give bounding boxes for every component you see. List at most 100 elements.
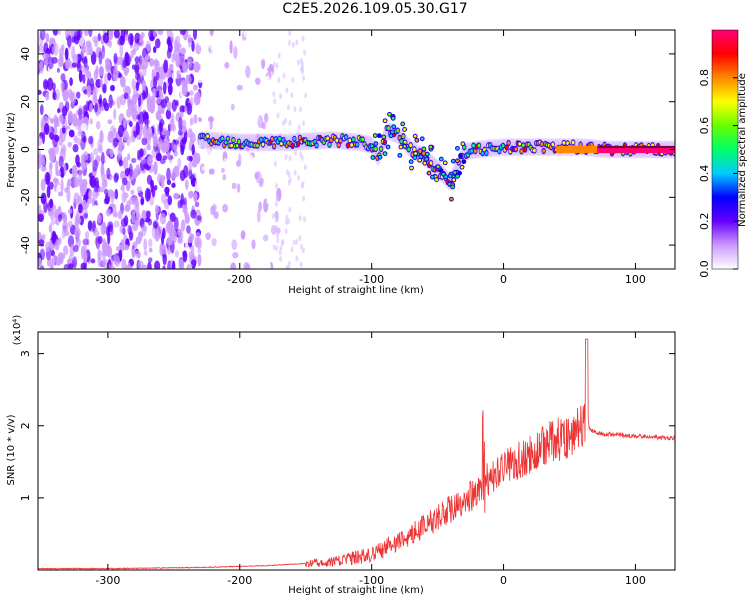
spectrogram-cell <box>236 90 242 98</box>
spectrogram-cell <box>83 135 87 144</box>
spectrogram-cell <box>451 185 455 189</box>
spectrogram-cell <box>518 142 522 146</box>
spectrogram-cell <box>155 38 161 49</box>
spectrogram-cell <box>410 166 413 170</box>
spectrogram-cell <box>211 190 215 201</box>
spectrogram-cell <box>162 252 167 266</box>
spectrogram-cell <box>220 167 225 174</box>
spectrogram-cell <box>45 32 50 43</box>
spectrogram-cell <box>160 193 168 204</box>
spectrogram-cell <box>267 41 273 52</box>
spectrogram-cell <box>55 160 59 175</box>
spectrogram-cell <box>626 145 628 154</box>
spectrogram-cell <box>374 142 378 146</box>
spectrogram-cell <box>211 93 218 105</box>
spectrogram-cell <box>61 118 68 129</box>
spectrogram-cell <box>121 177 128 186</box>
spectrogram-cell <box>450 197 453 201</box>
spectrogram-cell <box>64 47 69 61</box>
spectrogram-cell <box>152 135 158 147</box>
spectrogram-cell <box>570 145 573 154</box>
snr-multiplier: (x10⁴) <box>12 315 23 346</box>
spectrogram-cell <box>452 178 456 182</box>
spectrogram-cell <box>135 210 140 221</box>
spectrogram-cell <box>173 192 180 200</box>
spectrogram-cell <box>251 105 257 114</box>
spectrogram-cell <box>159 174 166 182</box>
spectrogram-cell <box>371 156 375 159</box>
spectrogram-cell <box>193 191 198 203</box>
spectrogram-cell <box>142 57 149 70</box>
spectrogram-cell <box>296 142 300 146</box>
spectrogram-cell <box>38 257 43 268</box>
spectrogram-cell <box>114 172 120 182</box>
spectrogram-cell <box>52 88 56 99</box>
spectrogram-cell <box>594 145 597 154</box>
spectrogram-cell <box>254 77 261 85</box>
spectrogram-cell <box>96 214 102 224</box>
spectrogram-cell <box>158 89 163 98</box>
spectrogram-cell <box>290 246 294 253</box>
spectrogram-cell <box>169 118 175 132</box>
spectrogram-cell <box>148 247 153 253</box>
spectrogram-cell <box>192 84 198 91</box>
spectrogram-cell <box>412 147 416 152</box>
spectrogram-cell <box>262 234 269 242</box>
spectrogram-cell <box>194 201 200 208</box>
spectrogram-cell <box>667 145 669 154</box>
spectrogram-cell <box>647 145 649 154</box>
spectrogram-cell <box>627 145 630 154</box>
spectrogram-cell <box>153 76 158 90</box>
spectrogram-cell <box>214 253 219 262</box>
spectrogram-cell <box>78 203 83 214</box>
spectrogram-cell <box>523 147 527 152</box>
spectrogram-cell <box>577 145 580 154</box>
spectrogram-cell <box>76 91 81 99</box>
spectrogram-cell <box>256 33 263 44</box>
spectrogram-cell <box>76 161 81 168</box>
spectrogram-cell <box>120 184 125 192</box>
spectrogram-cell <box>57 252 63 265</box>
spectrogram-cell <box>196 215 202 221</box>
spectrogram-cell <box>78 107 83 120</box>
spectrogram-cell <box>107 30 112 39</box>
spectrogram-cell <box>291 41 295 48</box>
spectrogram-cell <box>40 192 47 205</box>
spectrogram-cell <box>90 258 96 264</box>
spectrogram-cell <box>659 145 661 154</box>
spectrogram-cell <box>111 190 115 200</box>
spectrogram-cell <box>649 145 652 154</box>
spectrogram-cell <box>291 76 295 83</box>
spectrogram-cell <box>38 152 43 163</box>
spectrogram-cell <box>93 147 99 156</box>
spectrogram-cell <box>153 220 158 229</box>
spectrogram-cell <box>619 145 622 154</box>
spectrogram-cell <box>156 253 161 260</box>
spectrogram-cell <box>204 145 211 156</box>
spectrogram-cell <box>639 145 641 154</box>
spectrogram-cell <box>150 95 156 106</box>
spectrogram-cell <box>195 231 201 238</box>
spectrogram-cell <box>284 228 288 235</box>
spectrogram-cell <box>264 112 269 123</box>
spectrogram-cell <box>348 138 352 143</box>
spectrogram-cell <box>613 145 615 154</box>
spectrogram-cell <box>299 261 303 268</box>
spectrogram-cell <box>209 30 214 37</box>
spectrogram-cell <box>134 56 140 64</box>
spectrogram-cell <box>198 117 202 123</box>
spectrogram-cell <box>255 256 259 267</box>
spectrogram-cell <box>265 106 273 112</box>
spectrogram-cell <box>653 145 656 154</box>
spectrogram-cell <box>184 105 188 113</box>
spectrogram-cell <box>149 179 155 188</box>
spectrogram-cell <box>201 166 207 172</box>
spectrogram-cell <box>226 136 230 141</box>
spectrogram-cell <box>581 145 583 154</box>
colorbar-tick-label: 0.4 <box>698 165 711 183</box>
spectrogram-cell <box>632 145 635 154</box>
spectrogram-cell <box>640 145 643 154</box>
spectrogram-cell <box>216 221 222 231</box>
spectrogram-cell <box>274 200 278 207</box>
